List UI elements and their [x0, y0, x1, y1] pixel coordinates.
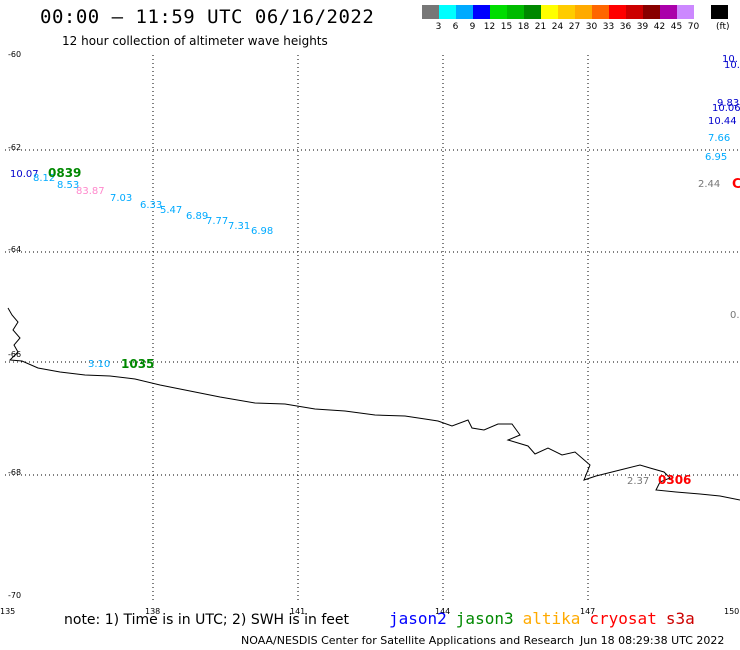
latitude-label: -60: [8, 50, 21, 59]
legend-swatch: [524, 5, 541, 19]
longitude-labels: 135 138 141 144 147 150: [0, 607, 739, 616]
longitude-label: 147: [580, 607, 595, 616]
legend-swatch: [592, 5, 609, 19]
coastline: [7, 307, 740, 501]
legend-swatch: [558, 5, 575, 19]
legend-label: 9: [469, 22, 476, 32]
satellite-name: s3a: [665, 609, 695, 628]
wave-height-label: 9.83: [717, 98, 739, 109]
longitude-label: 135: [0, 607, 15, 616]
map-title: 00:00 – 11:59 UTC 06/16/2022: [40, 6, 375, 28]
wave-height-label: 0.: [730, 310, 740, 321]
latitude-label: -66: [8, 350, 21, 359]
legend-label: 6: [452, 22, 459, 32]
wave-height-observations: 10.078.1208398.5383.877.036.335.476.897.…: [10, 54, 740, 487]
wave-height-label: 1035: [121, 357, 154, 371]
latitude-label: -62: [8, 143, 21, 152]
legend-label: 45: [670, 22, 683, 32]
legend-swatch: [660, 5, 677, 19]
longitude-label: 138: [145, 607, 160, 616]
latitude-label: -64: [8, 245, 21, 254]
legend-label: 21: [534, 22, 547, 32]
wave-height-label: 6.95: [705, 152, 727, 163]
wave-height-label: 2.37: [627, 476, 649, 487]
latitude-label: -68: [8, 468, 21, 477]
wave-height-label: 6.33: [140, 200, 162, 211]
legend-swatch: [456, 5, 473, 19]
longitude-label: 141: [290, 607, 305, 616]
legend-swatch: [507, 5, 524, 19]
legend-label: 30: [585, 22, 598, 32]
wave-height-label: 7.31: [228, 221, 250, 232]
legend-swatch: [422, 5, 439, 19]
legend-swatch: [694, 5, 711, 19]
legend-swatch: [626, 5, 643, 19]
legend-swatch: [677, 5, 694, 19]
footer-note: note: 1) Time is in UTC; 2) SWH is in fe…: [64, 612, 350, 628]
color-legend-labels: 3 6 9 12 15 18 21 24 27 30 33 36 39 42 45 70: [422, 22, 702, 32]
legend-swatch: [643, 5, 660, 19]
latitude-label: -70: [8, 591, 21, 600]
legend-label: 12: [483, 22, 496, 32]
graticule: [5, 55, 740, 600]
wave-height-label: 2.44: [698, 179, 720, 190]
legend-unit: (ft): [716, 22, 730, 32]
generated-timestamp: Jun 18 08:29:38 UTC 2022: [580, 634, 725, 647]
legend-label: 3: [435, 22, 442, 32]
wave-height-label: 7.03: [110, 193, 132, 204]
wave-height-label: 8.53: [57, 180, 79, 191]
legend-label: 18: [517, 22, 530, 32]
wave-height-label: 0839: [48, 166, 81, 180]
legend-label: 15: [500, 22, 513, 32]
satellite-name: cryosat: [589, 609, 657, 628]
legend-swatch: [609, 5, 626, 19]
legend-swatch: [439, 5, 456, 19]
wave-height-label: 6.98: [251, 226, 273, 237]
satellite-name: altika: [522, 609, 581, 628]
wave-height-label: 10.06: [712, 103, 740, 114]
legend-label: 33: [602, 22, 615, 32]
legend-label: 36: [619, 22, 632, 32]
longitude-label: 144: [435, 607, 450, 616]
color-legend: [422, 5, 728, 19]
wave-height-label: 0306: [658, 473, 691, 487]
wave-height-label: 10.07: [10, 169, 39, 180]
wave-height-label: 6.89: [186, 211, 208, 222]
legend-label: 42: [653, 22, 666, 32]
legend-swatch: [711, 5, 728, 19]
legend-swatch: [541, 5, 558, 19]
map-subtitle: 12 hour collection of altimeter wave hei…: [62, 34, 328, 48]
wave-height-label: 5.47: [160, 205, 182, 216]
satellite-key: jason2 jason3 altika cryosat s3a: [389, 609, 704, 628]
legend-label: 39: [636, 22, 649, 32]
wave-height-label: 7.77: [206, 216, 228, 227]
legend-swatch: [490, 5, 507, 19]
wave-height-label: C: [732, 177, 740, 192]
wave-height-label: 10.44: [708, 116, 737, 127]
credit-text: NOAA/NESDIS Center for Satellite Applica…: [241, 634, 575, 647]
satellite-name: jason2: [389, 609, 447, 628]
satellite-name: jason3: [455, 609, 514, 628]
legend-label: 70: [687, 22, 700, 32]
wave-height-label: 8.12: [33, 173, 55, 184]
latitude-labels: -60 -62 -64 -66 -68 -70: [8, 50, 21, 600]
wave-height-label: 10.: [724, 60, 740, 71]
legend-label: 27: [568, 22, 581, 32]
wave-height-label: 7.66: [708, 133, 730, 144]
legend-swatch: [575, 5, 592, 19]
longitude-label: 150: [724, 607, 739, 616]
wave-height-label: 10.: [722, 54, 738, 65]
wave-height-label: 3.10: [88, 359, 110, 370]
legend-label: 24: [551, 22, 564, 32]
legend-swatch: [473, 5, 490, 19]
wave-height-label: 83.87: [76, 186, 105, 197]
